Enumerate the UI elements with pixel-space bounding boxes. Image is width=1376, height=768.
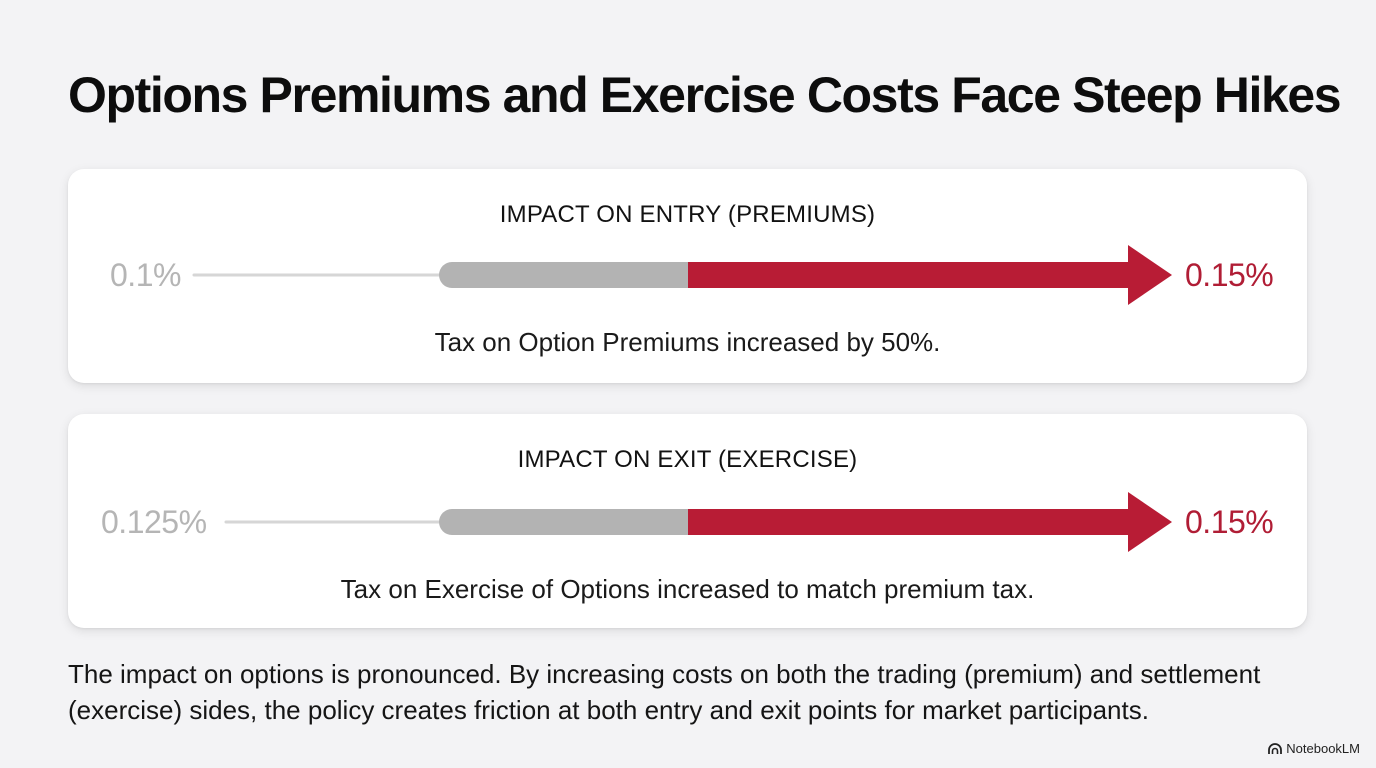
brand-name: NotebookLM xyxy=(1286,741,1360,756)
entry-arrowhead xyxy=(1128,245,1172,305)
brand-watermark: NotebookLM xyxy=(1268,741,1360,756)
entry-panel-caption: Tax on Option Premiums increased by 50%. xyxy=(434,327,941,357)
exit-rate-arrow xyxy=(224,492,1172,552)
page-title: Options Premiums and Exercise Costs Face… xyxy=(68,67,1342,123)
exit-impact-panel: IMPACT ON EXIT (EXERCISE) 0.125% 0.15% T… xyxy=(68,414,1307,628)
exit-arrowhead xyxy=(1128,492,1172,552)
entry-increase-bar xyxy=(688,262,1128,288)
notebooklm-logo-icon xyxy=(1268,742,1283,754)
entry-impact-panel: IMPACT ON ENTRY (PREMIUMS) 0.1% 0.15% Ta… xyxy=(68,169,1307,383)
exit-old-rate: 0.125% xyxy=(101,504,207,540)
entry-new-rate: 0.15% xyxy=(1185,257,1274,293)
exit-new-rate: 0.15% xyxy=(1185,504,1274,540)
entry-panel-heading: IMPACT ON ENTRY (PREMIUMS) xyxy=(499,201,876,228)
exit-increase-bar xyxy=(688,509,1128,535)
entry-old-rate: 0.1% xyxy=(110,257,181,293)
summary-text: The impact on options is pronounced. By … xyxy=(68,659,1261,725)
exit-panel-caption: Tax on Exercise of Options increased to … xyxy=(340,574,1035,604)
entry-rate-arrow xyxy=(192,245,1172,305)
exit-panel-heading: IMPACT ON EXIT (EXERCISE) xyxy=(517,446,858,473)
